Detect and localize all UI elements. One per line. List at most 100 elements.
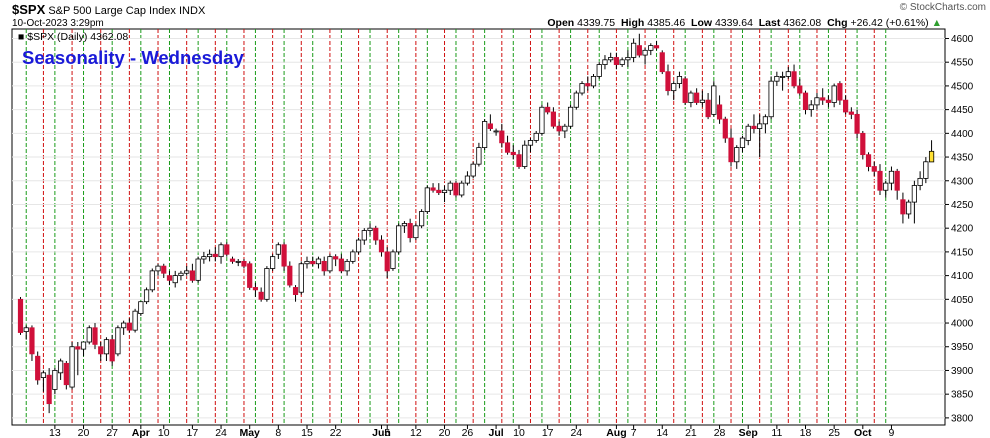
candle-body (172, 275, 178, 284)
candle-body (504, 142, 511, 153)
candle-body (407, 223, 413, 239)
plot-area (11, 28, 946, 426)
candle-body (441, 189, 448, 194)
y-tick-label: 3900 (951, 366, 974, 377)
candle-body (779, 76, 786, 78)
candle-body (734, 147, 740, 163)
candle-body (361, 230, 367, 241)
x-tick-label: 28 (714, 427, 726, 438)
candle-body (103, 339, 110, 355)
candle-body (430, 187, 436, 191)
candle-body (344, 260, 350, 272)
candle-body (424, 187, 430, 212)
x-tick-label: 7 (631, 427, 637, 438)
candle-body (562, 125, 568, 132)
y-tick-label: 4050 (951, 295, 974, 306)
candle-body (545, 106, 551, 113)
candle-body (292, 287, 299, 295)
candle-body (613, 57, 620, 65)
candle-body (722, 118, 728, 139)
candle-body (418, 211, 425, 227)
candle-body (487, 123, 493, 129)
candle-body (694, 92, 700, 103)
x-tick-label: 15 (301, 427, 313, 438)
candle-body (138, 301, 144, 314)
candle-body (218, 244, 224, 258)
candle-body (751, 125, 757, 129)
x-tick-label: Sep (739, 427, 758, 438)
open-value: 4339.75 (577, 17, 616, 29)
candle-body (52, 370, 58, 390)
candle-body (745, 125, 751, 141)
legend: ■ $SPX (Daily) 4362.08 (18, 31, 128, 43)
x-tick-label: 24 (215, 427, 227, 438)
candle-body (338, 258, 344, 272)
candle-body (310, 260, 316, 265)
candle-body (327, 256, 333, 272)
high-value: 4385.46 (647, 17, 686, 29)
high-label: High (620, 17, 645, 29)
candle-body (797, 85, 803, 94)
y-tick-label: 4450 (951, 105, 974, 116)
candle-body (883, 182, 889, 191)
y-tick-label: 4600 (951, 34, 974, 45)
candle-body (384, 251, 390, 272)
symbol-name: S&P 500 Large Cap Index (48, 5, 176, 17)
candle-body (888, 170, 895, 184)
candle-body (247, 263, 253, 288)
candle-body (768, 80, 774, 118)
x-tick-label: 22 (330, 427, 342, 438)
x-tick-label: 21 (685, 427, 697, 438)
candle-body (636, 45, 642, 56)
x-tick-label: 17 (187, 427, 199, 438)
candle-body (533, 132, 539, 141)
symbol: $SPX (12, 2, 46, 17)
candle-body (699, 99, 705, 103)
candle-body (86, 327, 92, 343)
candle-body (401, 223, 408, 227)
candle-body (808, 104, 814, 111)
x-tick-label: 14 (656, 427, 668, 438)
candle-body (671, 83, 677, 92)
candle-body (871, 166, 877, 172)
candle-body (848, 111, 854, 115)
y-tick-label: 4100 (951, 271, 974, 282)
x-tick-label: 17 (542, 427, 554, 438)
candle-body (58, 360, 64, 374)
candle-body (29, 327, 35, 355)
y-axis: 3800 3850 3900 3950 4000 4050 4100 4150 4200 4250… (945, 34, 974, 424)
candle-body (270, 256, 276, 269)
y-tick-label: 3850 (951, 390, 974, 401)
candle-body (275, 244, 281, 255)
candle-body (590, 76, 597, 87)
candle-body (573, 92, 579, 108)
candle-body (608, 57, 614, 61)
candle-body (676, 76, 683, 84)
candle-body (396, 225, 402, 253)
candle-body (92, 327, 98, 345)
candle-body (436, 189, 442, 194)
candle-body (17, 298, 24, 333)
candle-body (298, 263, 304, 293)
chart-header: $SPX S&P 500 Large Cap Index INDX (12, 2, 205, 17)
candle-body (619, 59, 625, 65)
candle-body (711, 85, 717, 115)
candle-body (281, 244, 287, 267)
candle-body (143, 289, 150, 303)
exchange: INDX (179, 5, 206, 17)
candle-body (189, 270, 195, 281)
candle-body (757, 123, 763, 129)
x-tick-label: 18 (800, 427, 812, 438)
candle-body (682, 78, 688, 103)
candle-body (373, 227, 379, 241)
last-label: Last (758, 17, 781, 29)
last-value: 4362.08 (783, 17, 822, 29)
candle-body (728, 137, 734, 163)
candle-body (499, 130, 505, 144)
candle-body (390, 251, 396, 269)
y-tick-label: 4200 (951, 224, 974, 235)
candle-body (453, 182, 459, 196)
y-tick-label: 4350 (951, 153, 974, 164)
candle-body (121, 322, 127, 329)
